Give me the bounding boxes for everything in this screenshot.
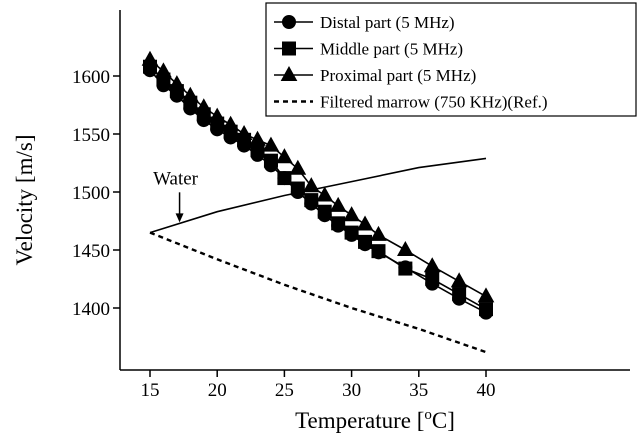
x-axis-title-main: Temperature [ <box>295 408 424 433</box>
point-middle-part-5-mhz <box>277 171 292 186</box>
point-proximal-part-5-mhz <box>356 215 374 231</box>
legend-box <box>265 2 637 117</box>
point-middle-part-5-mhz <box>290 181 305 196</box>
point-proximal-part-5-mhz <box>208 107 226 123</box>
point-middle-part-5-mhz <box>317 204 332 219</box>
point-proximal-part-5-mhz <box>276 148 293 164</box>
x-tick-label: 35 <box>409 380 428 401</box>
point-proximal-part-5-mhz <box>262 136 280 152</box>
point-proximal-part-5-mhz <box>423 257 441 273</box>
legend-swatch-marker <box>282 15 296 29</box>
y-tick-label: 1450 <box>72 241 110 262</box>
point-proximal-part-5-mhz <box>397 240 414 256</box>
point-proximal-part-5-mhz <box>195 98 213 114</box>
point-proximal-part-5-mhz <box>343 206 360 222</box>
point-proximal-part-5-mhz <box>249 130 266 146</box>
point-proximal-part-5-mhz <box>235 124 253 140</box>
point-middle-part-5-mhz <box>263 153 278 168</box>
x-axis-title-end: C] <box>432 408 455 433</box>
annotation-water-arrow-head <box>175 213 184 223</box>
series-line-filtered-marrow-750-khz-ref <box>149 231 487 354</box>
point-middle-part-5-mhz <box>371 244 386 259</box>
point-proximal-part-5-mhz <box>155 62 172 78</box>
point-middle-part-5-mhz <box>398 261 413 276</box>
legend-label-proximal-part-5-mhz: Proximal part (5 MHz) <box>320 66 476 85</box>
point-middle-part-5-mhz <box>331 216 346 231</box>
x-axis-title: Temperature [oC] <box>295 407 455 433</box>
annotations: Water <box>153 168 199 223</box>
legend-label-middle-part-5-mhz: Middle part (5 MHz) <box>320 40 463 59</box>
y-tick-label: 1550 <box>72 125 110 146</box>
series-line-water <box>149 157 487 234</box>
x-tick-label: 30 <box>342 380 361 401</box>
point-proximal-part-5-mhz <box>141 50 159 66</box>
point-middle-part-5-mhz <box>425 272 440 286</box>
point-proximal-part-5-mhz <box>370 225 387 241</box>
x-axis-title-sup: o <box>424 407 432 423</box>
plot-axes <box>119 10 630 371</box>
y-tick-label: 1600 <box>72 67 110 88</box>
point-middle-part-5-mhz <box>479 302 493 317</box>
x-tick-label: 40 <box>477 380 496 401</box>
legend-label-distal-part-5-mhz: Distal part (5 MHz) <box>320 13 455 32</box>
point-proximal-part-5-mhz <box>222 115 239 131</box>
point-proximal-part-5-mhz <box>316 186 334 202</box>
point-middle-part-5-mhz <box>358 234 373 249</box>
x-tick-label: 25 <box>275 380 294 401</box>
point-proximal-part-5-mhz <box>477 287 495 303</box>
legend: Distal part (5 MHz) Middle part (5 MHz) Pr… <box>265 2 637 117</box>
point-middle-part-5-mhz <box>344 225 359 240</box>
point-proximal-part-5-mhz <box>450 272 468 288</box>
point-proximal-part-5-mhz <box>181 86 199 102</box>
series-markers <box>141 50 495 320</box>
x-tick-label: 20 <box>208 380 227 401</box>
legend-label-filtered-marrow-750-khz-ref: Filtered marrow (750 KHz)(Ref.) <box>320 93 548 112</box>
point-proximal-part-5-mhz <box>329 196 347 212</box>
annotation-water-label: Water <box>153 168 199 189</box>
axis-ticks: 15 20 25 30 35 40 1400 1450 1500 1550 1600 <box>72 67 496 401</box>
point-middle-part-5-mhz <box>452 287 467 302</box>
point-proximal-part-5-mhz <box>168 75 186 91</box>
legend-swatch-marker <box>280 65 298 81</box>
point-proximal-part-5-mhz <box>289 159 307 175</box>
y-tick-label: 1500 <box>72 183 110 204</box>
point-middle-part-5-mhz <box>304 193 319 208</box>
y-tick-label: 1400 <box>72 299 110 320</box>
point-proximal-part-5-mhz <box>302 177 320 193</box>
legend-swatch-marker <box>282 41 296 56</box>
y-axis-title: Velocity [m/s] <box>12 135 37 266</box>
x-tick-label: 15 <box>141 380 160 401</box>
